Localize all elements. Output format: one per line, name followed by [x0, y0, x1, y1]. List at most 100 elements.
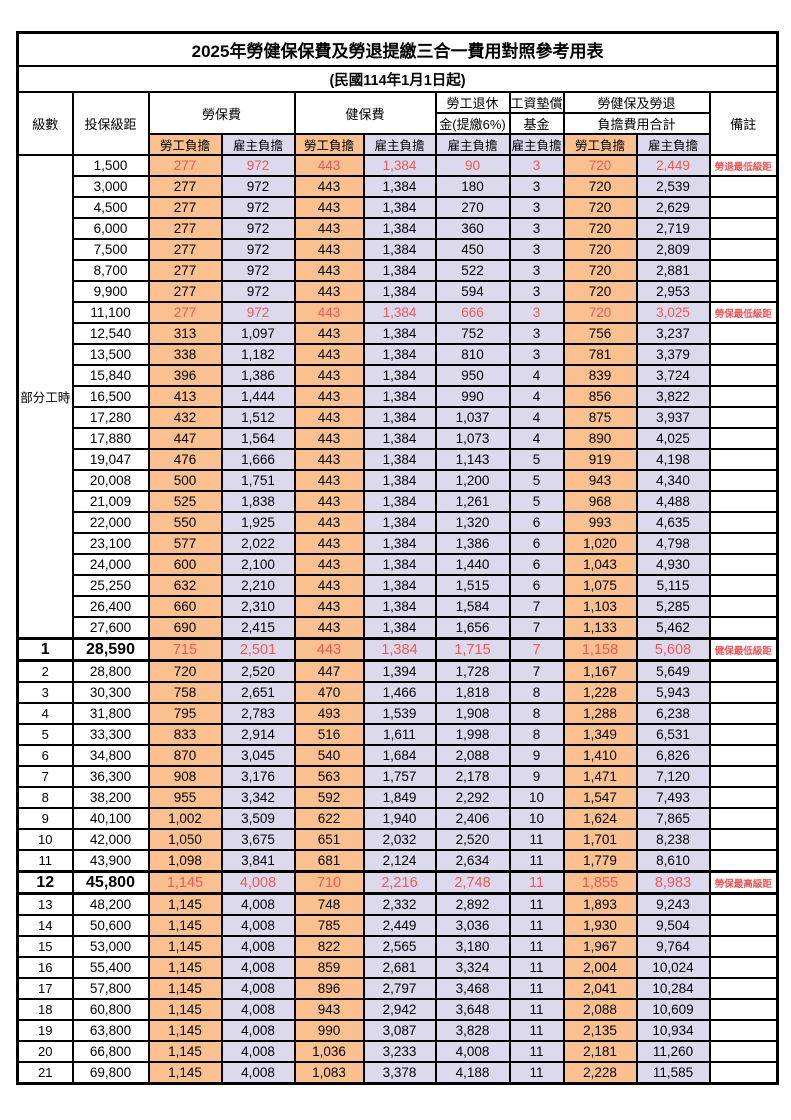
- fee-cell: 1,384: [362, 385, 437, 408]
- fee-cell: 11: [508, 892, 565, 916]
- fee-cell: 1,410: [562, 744, 638, 767]
- fee-cell: 1,908: [434, 702, 511, 725]
- fee-cell: 3,822: [635, 385, 711, 408]
- header-remark: 備註: [708, 91, 779, 156]
- fee-cell: 1,145: [147, 977, 223, 1000]
- fee-cell: 1,288: [562, 702, 638, 725]
- fee-cell: 11: [508, 1019, 565, 1042]
- bracket-cell: 63,800: [71, 1019, 150, 1042]
- fee-cell: 577: [147, 532, 223, 555]
- fee-cell: 896: [293, 977, 365, 1000]
- fee-cell: 720: [562, 280, 638, 303]
- fee-cell: 4,008: [220, 977, 296, 1000]
- subheader-wage-fund-employer: 雇主負擔: [508, 133, 565, 156]
- fee-cell: 11: [508, 914, 565, 937]
- fee-cell: 277: [147, 259, 223, 282]
- bracket-cell: 13,500: [71, 343, 150, 366]
- fee-cell: 4,340: [635, 469, 711, 492]
- fee-cell: 1,261: [434, 490, 511, 513]
- fee-cell: 972: [220, 196, 296, 219]
- fee-cell: 2,520: [220, 659, 296, 683]
- fee-cell: 8: [508, 723, 565, 746]
- remark-cell: [708, 681, 779, 704]
- fee-cell: 1,167: [562, 659, 638, 683]
- fee-cell: 277: [147, 175, 223, 198]
- fee-cell: 443: [293, 448, 365, 471]
- fee-cell: 443: [293, 595, 365, 618]
- fee-cell: 972: [220, 259, 296, 282]
- fee-cell: 443: [293, 427, 365, 450]
- fee-cell: 1,384: [362, 637, 437, 662]
- level-cell: 5: [16, 723, 74, 746]
- fee-cell: 6: [508, 511, 565, 534]
- fee-cell: 1,855: [562, 870, 638, 895]
- fee-cell: 2,124: [362, 849, 437, 873]
- fee-cell: 4,198: [635, 448, 711, 471]
- fee-cell: 720: [562, 196, 638, 219]
- level-cell: 20: [16, 1040, 74, 1063]
- fee-cell: 1,611: [362, 723, 437, 746]
- fee-cell: 3: [508, 259, 565, 282]
- fee-cell: 1,384: [362, 364, 437, 387]
- fee-cell: 2,135: [562, 1019, 638, 1042]
- fee-cell: 1,384: [362, 574, 437, 597]
- fee-cell: 443: [293, 154, 365, 177]
- fee-cell: 3,841: [220, 849, 296, 873]
- table-row: 8 38,200 955 3,342 592 1,849 2,292 10 1,547 7,493: [16, 786, 779, 809]
- fee-cell: 1,384: [362, 427, 437, 450]
- fee-cell: 1,073: [434, 427, 511, 450]
- fee-cell: 4,188: [434, 1061, 511, 1085]
- fee-cell: 8,610: [635, 849, 711, 873]
- level-cell: 1: [16, 637, 74, 662]
- premium-table: 2025年勞健保保費及勞退提繳三合一費用對照參考用表 (民國114年1月1日起)…: [16, 31, 780, 1085]
- fee-cell: 1,684: [362, 744, 437, 767]
- fee-cell: 1,384: [362, 490, 437, 513]
- fee-cell: 859: [293, 956, 365, 979]
- table-body: 部分工時 1,500 277 972 443 1,384 90 3 720 2,449 勞退最低級距…: [16, 154, 779, 1085]
- fee-cell: 972: [220, 175, 296, 198]
- header-bracket: 投保級距: [71, 91, 150, 156]
- fee-cell: 277: [147, 238, 223, 261]
- table-row: 2 28,800 720 2,520 447 1,394 1,728 7 1,167 5,649: [16, 659, 779, 683]
- fee-cell: 443: [293, 385, 365, 408]
- fee-cell: 1,133: [562, 616, 638, 640]
- fee-cell: 447: [147, 427, 223, 450]
- fee-cell: 11: [508, 828, 565, 851]
- bracket-cell: 17,280: [71, 406, 150, 429]
- fee-cell: 413: [147, 385, 223, 408]
- fee-cell: 7: [508, 616, 565, 640]
- bracket-cell: 40,100: [71, 807, 150, 830]
- fee-cell: 1,386: [434, 532, 511, 555]
- fee-cell: 2,032: [362, 828, 437, 851]
- fee-cell: 11: [508, 956, 565, 979]
- fee-cell: 270: [434, 196, 511, 219]
- fee-cell: 4,798: [635, 532, 711, 555]
- bracket-cell: 53,000: [71, 935, 150, 958]
- fee-cell: 2,449: [362, 914, 437, 937]
- bracket-cell: 28,590: [71, 637, 150, 662]
- table-row: 17 57,800 1,145 4,008 896 2,797 3,468 11 2,041 10…: [16, 977, 779, 1000]
- bracket-cell: 17,880: [71, 427, 150, 450]
- bracket-cell: 43,900: [71, 849, 150, 873]
- fee-cell: 1,838: [220, 490, 296, 513]
- fee-cell: 651: [293, 828, 365, 851]
- fee-cell: 1,751: [220, 469, 296, 492]
- bracket-cell: 4,500: [71, 196, 150, 219]
- fee-cell: 2,022: [220, 532, 296, 555]
- remark-cell: 勞退最低級距: [708, 154, 779, 177]
- fee-cell: 3,937: [635, 406, 711, 429]
- fee-cell: 1,384: [362, 343, 437, 366]
- fee-cell: 690: [147, 616, 223, 640]
- fee-cell: 972: [220, 238, 296, 261]
- fee-cell: 313: [147, 322, 223, 345]
- level-cell: 16: [16, 956, 74, 979]
- fee-cell: 2,216: [362, 870, 437, 895]
- fee-cell: 1,584: [434, 595, 511, 618]
- fee-cell: 666: [434, 301, 511, 324]
- fee-cell: 1,043: [562, 553, 638, 576]
- fee-cell: 919: [562, 448, 638, 471]
- fee-cell: 1,145: [147, 1019, 223, 1042]
- fee-cell: 10: [508, 807, 565, 830]
- remark-cell: [708, 490, 779, 513]
- table-row: 25,250 632 2,210 443 1,384 1,515 6 1,075 5,115: [18, 574, 779, 597]
